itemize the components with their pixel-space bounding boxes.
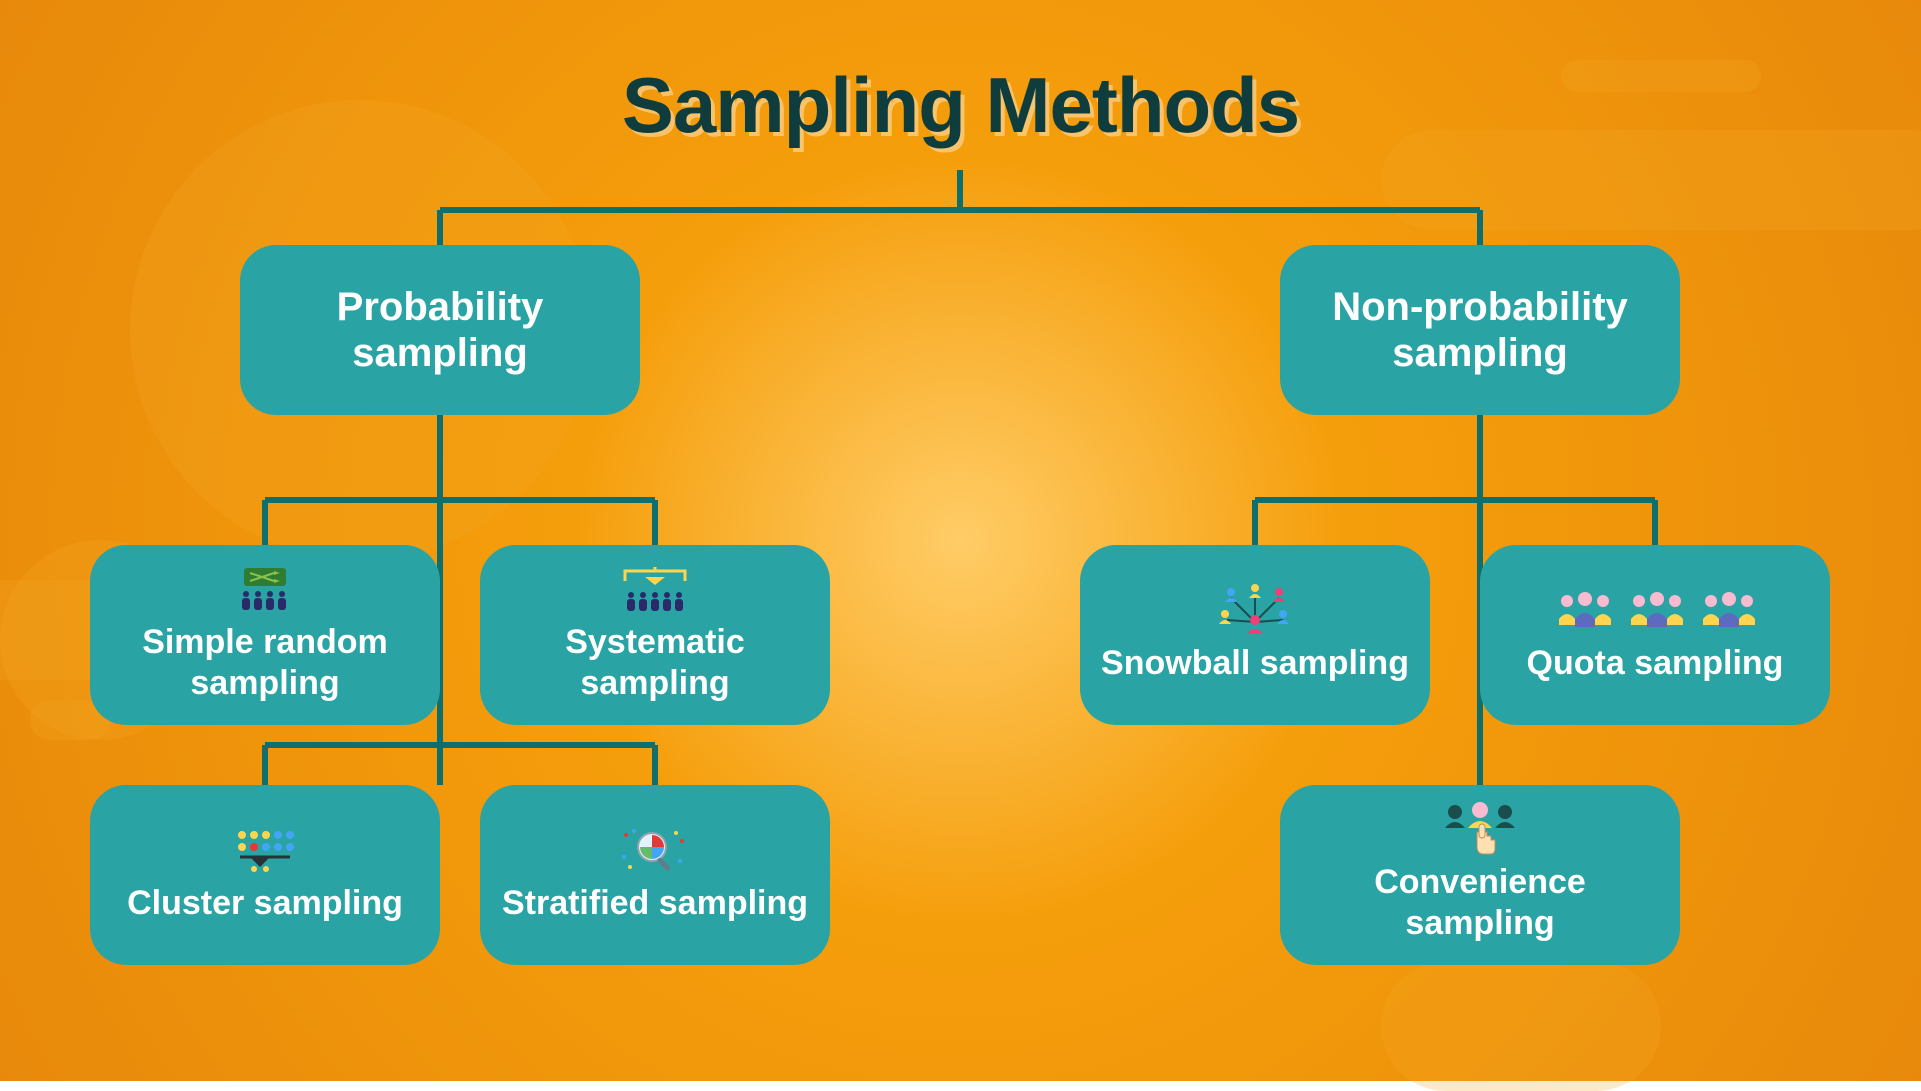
node-label: Non-probability sampling (1300, 284, 1660, 376)
cluster-dots-icon (230, 827, 300, 875)
node-simple-random: Simple random sampling (90, 545, 440, 725)
node-stratified: Stratified sampling (480, 785, 830, 965)
node-cluster: Cluster sampling (90, 785, 440, 965)
bracket-people-icon (615, 566, 695, 614)
node-label: Snowball sampling (1101, 643, 1409, 684)
bg-shape-pill (1561, 60, 1761, 92)
bg-shape-bar (1381, 130, 1921, 230)
node-probability: Probability sampling (240, 245, 640, 415)
diagram-title: Sampling Methods (622, 60, 1299, 151)
node-label: Systematic sampling (500, 622, 810, 704)
node-snowball: Snowball sampling (1080, 545, 1430, 725)
node-label: Simple random sampling (110, 622, 420, 704)
group-trios-icon (1545, 587, 1765, 635)
node-label: Stratified sampling (502, 883, 808, 924)
node-non-probability: Non-probability sampling (1280, 245, 1680, 415)
node-label: Convenience sampling (1300, 862, 1660, 944)
node-convenience: Convenience sampling (1280, 785, 1680, 965)
bg-shape-bar (1381, 961, 1661, 1091)
shuffle-people-icon (230, 566, 300, 614)
node-label: Quota sampling (1527, 643, 1784, 684)
node-label: Probability sampling (260, 284, 620, 376)
network-people-icon (1215, 587, 1295, 635)
magnify-dots-icon (620, 827, 690, 875)
node-systematic: Systematic sampling (480, 545, 830, 725)
hand-pick-icon (1435, 806, 1525, 854)
node-quota: Quota sampling (1480, 545, 1830, 725)
node-label: Cluster sampling (127, 883, 403, 924)
